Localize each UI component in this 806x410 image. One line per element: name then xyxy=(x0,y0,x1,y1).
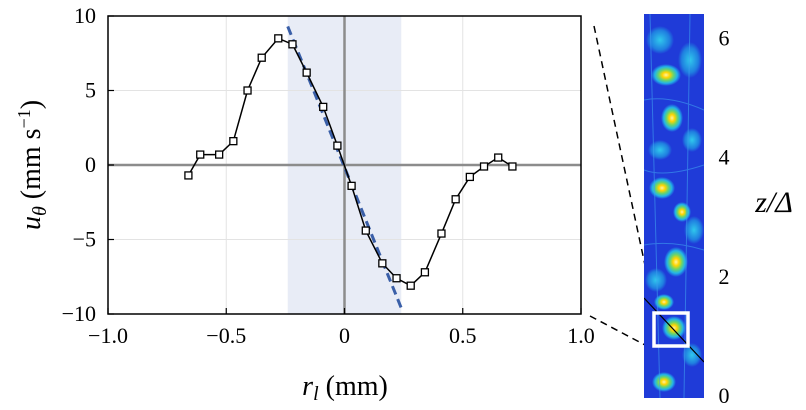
data-point xyxy=(465,172,474,182)
inset-selection-box xyxy=(652,311,690,348)
inset-axis-label: z/Δ xyxy=(754,186,793,219)
data-point xyxy=(508,162,517,171)
y-axis-label: uθ (mm s−1) xyxy=(14,100,51,230)
y-axis-symbol: u xyxy=(16,216,47,230)
data-point xyxy=(333,141,342,150)
data-point xyxy=(479,162,489,171)
data-point xyxy=(302,68,311,77)
data-point xyxy=(229,137,238,146)
y-tick-label: −10 xyxy=(62,301,96,326)
data-point xyxy=(347,181,356,191)
inset-tick-label: 2 xyxy=(719,264,730,289)
y-tick-label: 0 xyxy=(85,152,96,177)
data-point xyxy=(196,150,205,159)
data-point xyxy=(437,229,446,238)
zoom-connector-bottom xyxy=(589,315,648,347)
x-tick-label: 1.0 xyxy=(567,323,595,348)
x-tick-label: 0.5 xyxy=(449,323,477,348)
data-point xyxy=(392,274,401,283)
y-axis-unit-close: ) xyxy=(16,100,47,109)
y-axis-unit-exponent: −1 xyxy=(14,109,34,128)
series-layer xyxy=(184,25,517,309)
data-point xyxy=(243,86,252,95)
data-point xyxy=(184,171,193,180)
data-point xyxy=(319,102,328,112)
x-axis-unit: (mm) xyxy=(319,371,388,402)
y-axis-subscript: θ xyxy=(29,206,51,216)
data-point xyxy=(494,153,503,162)
inset-tick-label: 6 xyxy=(719,26,730,51)
x-axis-subscript: l xyxy=(313,383,319,405)
data-point xyxy=(288,40,297,49)
x-axis-symbol: r xyxy=(302,371,313,402)
data-point xyxy=(378,259,387,268)
data-point xyxy=(451,195,460,204)
y-tick-label: 10 xyxy=(74,3,96,28)
data-point xyxy=(420,268,430,277)
data-point xyxy=(274,34,283,43)
axes-frame xyxy=(107,15,582,315)
data-point xyxy=(215,150,224,159)
y-axis-unit: (mm s xyxy=(16,128,47,206)
x-tick-label: −0.5 xyxy=(206,323,246,348)
x-tick-label: −1.0 xyxy=(88,323,128,348)
x-tick-label: 0 xyxy=(339,323,350,348)
y-tick-label: −5 xyxy=(73,227,96,252)
inset-tick-labels: 0 2 4 6 xyxy=(719,26,730,408)
x-axis-label: rl (mm) xyxy=(302,371,388,405)
data-point xyxy=(406,281,415,290)
tick-labels: −1.0 −0.5 0 0.5 1.0 −10 −5 0 5 10 xyxy=(62,3,595,348)
y-tick-label: 5 xyxy=(85,78,96,103)
data-point xyxy=(257,53,266,62)
inset-tick-label: 0 xyxy=(719,383,730,408)
data-point xyxy=(361,226,370,235)
inset-tick-label: 4 xyxy=(719,145,730,170)
inset-image xyxy=(644,14,704,398)
